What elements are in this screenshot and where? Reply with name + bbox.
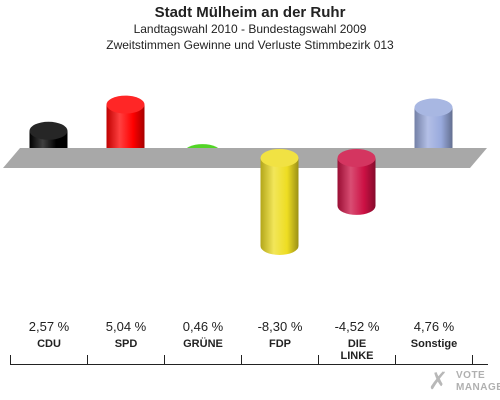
value-label-0: 2,57 % — [28, 319, 70, 334]
bar-4 — [337, 149, 376, 215]
value-label-4: -4,52 % — [334, 319, 380, 334]
category-label-3: FDP — [269, 338, 291, 350]
x-axis-tick — [318, 355, 319, 365]
category-label-1: SPD — [114, 338, 138, 350]
x-axis-tick — [241, 355, 242, 365]
vote-manager-logo: ✗ VOTE MANAGER — [428, 368, 500, 398]
bar-3 — [260, 149, 299, 255]
x-axis-tick — [472, 355, 473, 365]
checkmark-icon: ✗ — [428, 368, 449, 395]
value-label-3: -8,30 % — [257, 319, 303, 334]
x-axis-tick — [10, 355, 11, 365]
logo-text-line1: VOTE — [456, 370, 486, 381]
chart-title: Stadt Mülheim an der Ruhr — [154, 4, 346, 21]
x-axis-tick — [395, 355, 396, 365]
category-label-2: GRÜNE — [183, 338, 223, 350]
category-label-5: Sonstige — [410, 338, 458, 350]
logo-text-line2: MANAGER — [456, 382, 500, 393]
x-axis-tick — [164, 355, 165, 365]
chart-subtitle-1: Landtagswahl 2010 - Bundestagswahl 2009 — [133, 22, 367, 36]
category-label-4: DIE LINKE — [340, 338, 374, 362]
value-label-5: 4,76 % — [413, 319, 455, 334]
zero-band — [3, 148, 487, 168]
chart-subtitle-2: Zweitstimmen Gewinne und Verluste Stimmb… — [106, 38, 394, 52]
x-axis-tick — [87, 355, 88, 365]
category-label-0: CDU — [37, 338, 61, 350]
value-label-1: 5,04 % — [105, 319, 147, 334]
value-label-2: 0,46 % — [182, 319, 224, 334]
x-axis-line — [10, 364, 488, 365]
